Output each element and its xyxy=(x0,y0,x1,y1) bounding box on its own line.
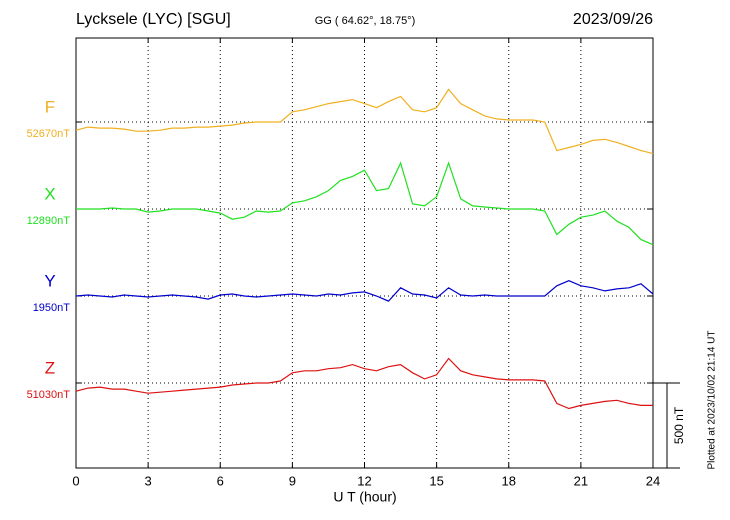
date: 2023/09/26 xyxy=(573,11,653,28)
series-name: X xyxy=(44,184,55,203)
baseline-label: 1950nT xyxy=(33,302,71,314)
series-line xyxy=(75,280,654,302)
series-name: Y xyxy=(44,271,55,290)
x-axis-label: U T (hour) xyxy=(333,489,396,505)
x-tick-label: 6 xyxy=(217,473,224,488)
baseline-label: 52670nT xyxy=(27,128,71,140)
scale-bar-label: 500 nT xyxy=(672,406,686,444)
series-name: F xyxy=(45,97,55,116)
footnote: Plotted at 2023/10/02 21:14 UT xyxy=(707,331,718,470)
baseline-label: 12890nT xyxy=(27,215,71,227)
x-tick-label: 18 xyxy=(502,473,516,488)
series-line xyxy=(76,161,654,246)
chart-subtitle: GG ( 64.62°, 18.75°) xyxy=(315,15,416,27)
series-line xyxy=(75,357,653,410)
series-name: Z xyxy=(45,358,55,377)
baseline-label: 51030nT xyxy=(27,389,71,401)
chart-title: Lycksele (LYC) [SGU] xyxy=(76,11,231,28)
x-tick-label: 15 xyxy=(429,473,443,488)
x-tick-label: 0 xyxy=(72,473,79,488)
x-tick-label: 9 xyxy=(289,473,296,488)
x-tick-label: 24 xyxy=(646,473,660,488)
x-tick-label: 21 xyxy=(574,473,588,488)
series-line xyxy=(75,88,654,155)
x-tick-label: 3 xyxy=(145,473,152,488)
x-tick-label: 12 xyxy=(357,473,371,488)
